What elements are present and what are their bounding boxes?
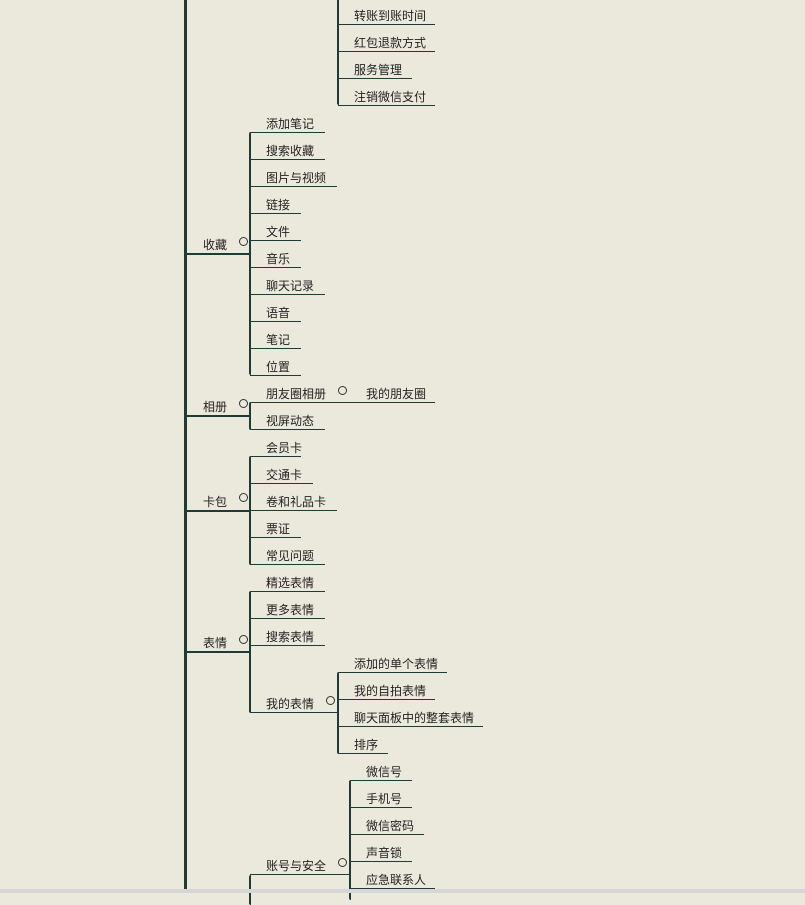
node[interactable]: 精选表情 xyxy=(250,575,325,592)
node[interactable]: 搜索表情 xyxy=(250,629,325,646)
collapse-icon[interactable] xyxy=(338,386,347,395)
node[interactable]: 微信号 xyxy=(350,764,412,781)
node-service-manage[interactable]: 服务管理 xyxy=(338,62,412,79)
connector xyxy=(349,780,351,900)
node[interactable]: 图片与视频 xyxy=(250,170,337,187)
node[interactable]: 常见问题 xyxy=(250,548,325,565)
node-account-security[interactable]: 账号与安全 xyxy=(250,858,350,875)
node[interactable]: 我的自拍表情 xyxy=(338,683,435,700)
node[interactable]: 交通卡 xyxy=(250,467,313,484)
node[interactable]: 更多表情 xyxy=(250,602,325,619)
node[interactable]: 位置 xyxy=(250,359,301,376)
node[interactable]: 语音 xyxy=(250,305,301,322)
connector xyxy=(249,591,251,713)
horizontal-scrollbar[interactable] xyxy=(0,889,805,893)
node[interactable]: 票证 xyxy=(250,521,301,538)
node[interactable]: 声音锁 xyxy=(350,845,412,862)
collapse-icon[interactable] xyxy=(326,696,335,705)
collapse-icon[interactable] xyxy=(338,858,347,867)
node[interactable]: 添加的单个表情 xyxy=(338,656,447,673)
node[interactable]: 会员卡 xyxy=(250,440,302,457)
collapse-icon[interactable] xyxy=(239,399,248,408)
connector xyxy=(249,402,251,430)
node[interactable]: 搜索收藏 xyxy=(250,143,325,160)
node-redpacket-refund[interactable]: 红包退款方式 xyxy=(338,35,435,52)
connector xyxy=(249,132,251,375)
node[interactable]: 笔记 xyxy=(250,332,301,349)
node[interactable]: 音乐 xyxy=(250,251,301,268)
node[interactable]: 链接 xyxy=(250,197,301,214)
node-transfer-time[interactable]: 转账到账时间 xyxy=(338,8,435,25)
branch-album[interactable]: 相册 xyxy=(185,399,250,417)
node-my-moments[interactable]: 我的朋友圈 xyxy=(350,386,435,403)
branch-cards[interactable]: 卡包 xyxy=(185,494,250,512)
node[interactable]: 视屏动态 xyxy=(250,413,325,430)
branch-favorites[interactable]: 收藏 xyxy=(185,237,250,255)
node[interactable]: 应急联系人 xyxy=(350,872,435,889)
node[interactable]: 排序 xyxy=(338,737,388,754)
node-moments-album[interactable]: 朋友圈相册 xyxy=(250,386,350,403)
collapse-icon[interactable] xyxy=(239,493,248,502)
connector xyxy=(337,672,339,754)
node[interactable]: 聊天面板中的整套表情 xyxy=(338,710,483,727)
node-my-stickers[interactable]: 我的表情 xyxy=(250,696,338,713)
node[interactable]: 微信密码 xyxy=(350,818,424,835)
collapse-icon[interactable] xyxy=(239,635,248,644)
connector xyxy=(337,0,339,105)
node[interactable]: 聊天记录 xyxy=(250,278,325,295)
main-trunk-line xyxy=(184,0,187,893)
node[interactable]: 文件 xyxy=(250,224,301,241)
node[interactable]: 添加笔记 xyxy=(250,116,325,133)
node[interactable]: 卷和礼品卡 xyxy=(250,494,337,511)
node[interactable]: 手机号 xyxy=(350,791,412,808)
collapse-icon[interactable] xyxy=(239,237,248,246)
node-cancel-pay[interactable]: 注销微信支付 xyxy=(338,89,435,106)
branch-stickers[interactable]: 表情 xyxy=(185,635,250,653)
